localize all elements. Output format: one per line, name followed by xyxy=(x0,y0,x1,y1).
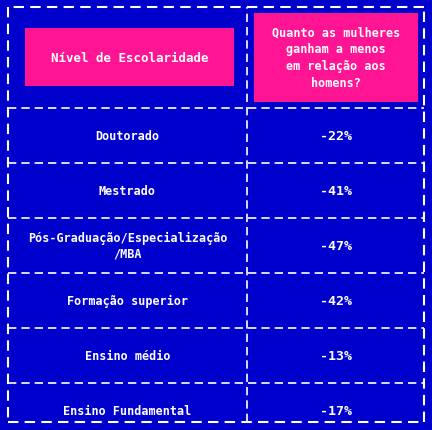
Text: -17%: -17% xyxy=(320,404,352,417)
FancyBboxPatch shape xyxy=(25,29,234,87)
Text: -47%: -47% xyxy=(320,240,352,252)
Text: Formação superior: Formação superior xyxy=(67,294,188,307)
FancyBboxPatch shape xyxy=(254,14,418,102)
Text: Ensino Fundamental: Ensino Fundamental xyxy=(64,404,191,417)
Text: Quanto as mulheres
ganham a menos
em relação aos
homens?: Quanto as mulheres ganham a menos em rel… xyxy=(272,26,400,90)
Text: -42%: -42% xyxy=(320,294,352,307)
Text: -22%: -22% xyxy=(320,130,352,143)
Text: Ensino médio: Ensino médio xyxy=(85,349,170,362)
Text: -41%: -41% xyxy=(320,184,352,197)
Text: Pós-Graduação/Especialização
/MBA: Pós-Graduação/Especialização /MBA xyxy=(28,231,227,261)
Text: Mestrado: Mestrado xyxy=(99,184,156,197)
Text: Doutorado: Doutorado xyxy=(95,130,159,143)
Text: -13%: -13% xyxy=(320,349,352,362)
Text: Nível de Escolaridade: Nível de Escolaridade xyxy=(51,52,208,65)
